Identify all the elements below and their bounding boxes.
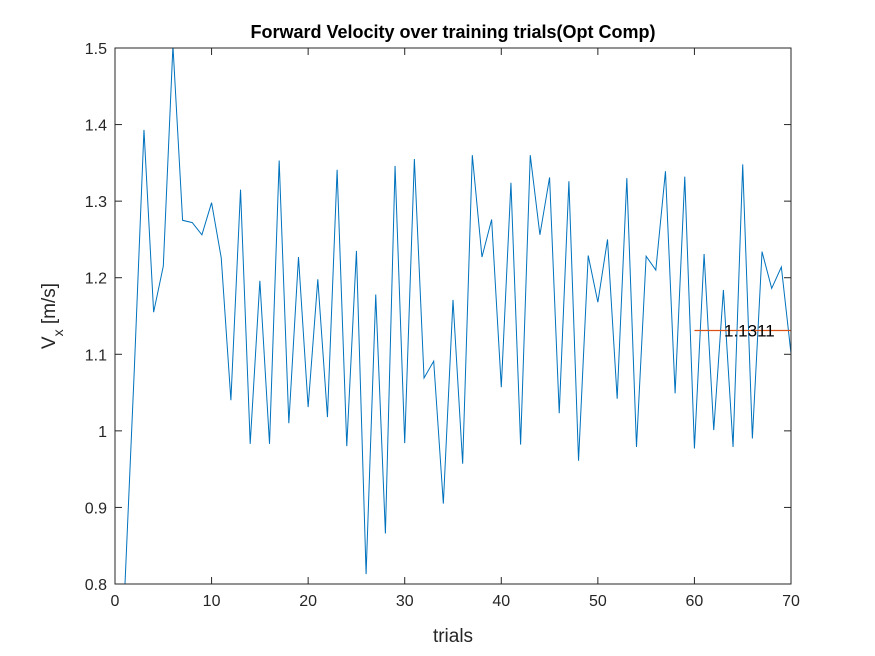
y-tick-label: 0.9 — [85, 500, 107, 517]
y-ticks: 0.8 0.9 1 1.1 1.2 1.3 1.4 1.5 — [85, 41, 791, 594]
x-tick-label: 40 — [492, 593, 510, 610]
svg-text:Vx [m/s]: Vx [m/s] — [39, 283, 66, 349]
y-tick-label: 1.2 — [85, 271, 107, 288]
axes-box — [114, 47, 792, 585]
x-tick-label: 10 — [203, 593, 221, 610]
y-axis-label-unit: [m/s] — [39, 283, 60, 324]
chart-title: Forward Velocity over training trials(Op… — [250, 22, 655, 42]
x-tick-label: 60 — [686, 593, 704, 610]
series-line-1 — [124, 48, 791, 584]
y-axis-label-subscript: x — [50, 329, 66, 336]
x-ticks: 0 10 20 30 40 50 60 70 — [111, 48, 800, 610]
reference-line-label: 1.1311 — [724, 321, 775, 340]
x-tick-label: 70 — [782, 593, 800, 610]
x-tick-label: 0 — [111, 593, 120, 610]
y-tick-label: 1.4 — [85, 118, 107, 135]
y-tick-label: 1.1 — [85, 347, 107, 364]
x-tick-label: 30 — [396, 593, 414, 610]
x-axis-label: trials — [433, 626, 473, 647]
y-axis-label: Vx [m/s] — [39, 283, 66, 349]
y-tick-label: 1.5 — [85, 41, 107, 58]
y-axis-label-main: V — [39, 336, 60, 349]
y-tick-label: 1.3 — [85, 194, 107, 211]
reference-layer: 1.1311 — [694, 321, 791, 340]
x-tick-label: 50 — [589, 593, 607, 610]
series-layer — [124, 48, 791, 584]
y-tick-label: 1 — [98, 424, 107, 441]
y-tick-label: 0.8 — [85, 577, 107, 594]
x-tick-label: 20 — [299, 593, 317, 610]
